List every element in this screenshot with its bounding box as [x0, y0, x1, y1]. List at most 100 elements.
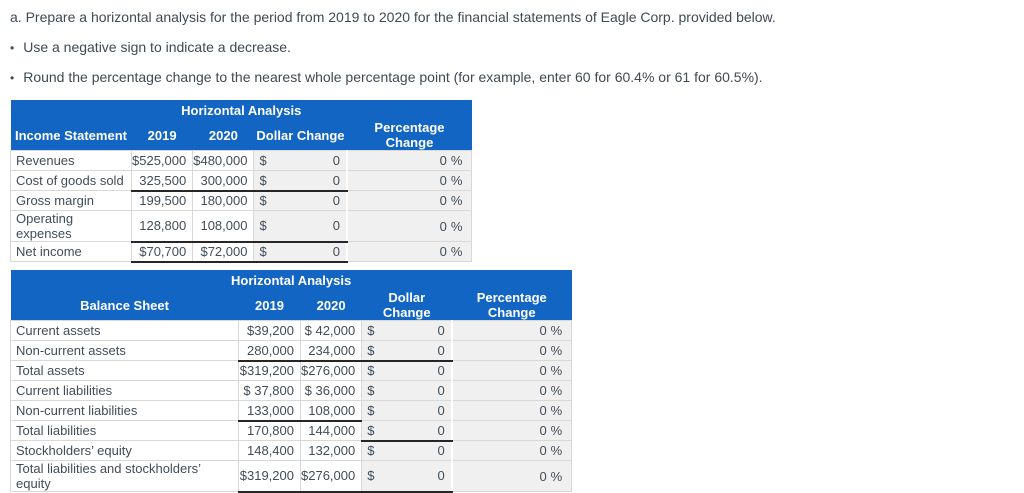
percent-sign: % — [550, 423, 563, 438]
percentage-change-input[interactable]: 0 — [539, 423, 547, 438]
dollar-change-input[interactable]: 0 — [332, 153, 340, 168]
percentage-change-input[interactable]: 0 — [539, 403, 547, 418]
bullet-icon: • — [10, 41, 15, 55]
value-2020: 108,000 — [192, 210, 255, 243]
table-row: Net income $70,700 $72,000 $ 0 0% — [10, 241, 473, 263]
instruction-bullet-text: Use a negative sign to indicate a decrea… — [23, 39, 291, 55]
dollar-change-input[interactable]: 0 — [332, 193, 340, 209]
value-2020: 132,000 — [299, 440, 363, 461]
row-label: Stockholders’ equity — [10, 440, 239, 461]
value-2020: $276,000 — [299, 460, 363, 493]
dollar-change-input[interactable]: 0 — [437, 468, 445, 484]
dollar-change-input[interactable]: 0 — [437, 342, 445, 358]
table-row: Non-current liabilities 133,000 108,000 … — [10, 400, 573, 422]
percent-sign: % — [450, 193, 463, 208]
dollar-change-input[interactable]: 0 — [437, 383, 445, 398]
dollar-change-input[interactable]: 0 — [332, 244, 340, 259]
table-row: Operating expenses 128,800 108,000 $ 0 0… — [10, 210, 473, 243]
percent-sign: % — [450, 173, 463, 188]
dollar-change-input[interactable]: 0 — [437, 422, 445, 438]
row-label: Total assets — [10, 360, 239, 381]
percentage-change-input[interactable]: 0 — [439, 173, 447, 188]
dollar-sign: $ — [259, 153, 267, 168]
percent-sign: % — [450, 153, 463, 168]
dollar-change-input[interactable]: 0 — [437, 363, 445, 379]
table-row: Revenues $525,000 $480,000 $ 0 0% — [10, 150, 473, 171]
percent-sign: % — [550, 443, 563, 458]
dollar-sign: $ — [367, 323, 375, 338]
table-header-row: Balance Sheet 2019 2020 Dollar Change Pe… — [10, 290, 572, 321]
value-2019: 128,800 — [130, 210, 194, 243]
dollar-sign: $ — [367, 383, 375, 398]
dollar-change-input[interactable]: 0 — [437, 403, 445, 418]
row-label: Net income — [10, 241, 132, 262]
percent-sign: % — [450, 244, 463, 259]
percentage-change-input[interactable]: 0 — [539, 468, 547, 484]
dollar-sign: $ — [367, 403, 375, 418]
row-label: Non-current liabilities — [10, 400, 239, 421]
dollar-change-input[interactable]: 0 — [332, 218, 340, 234]
dollar-change-input[interactable]: 0 — [437, 443, 445, 459]
dollar-sign: $ — [259, 172, 267, 188]
value-2019: 199,500 — [130, 190, 194, 211]
table-banner: Horizontal Analysis — [10, 270, 572, 290]
table-row: Total assets $319,200 $276,000 $ 0 0% — [10, 360, 573, 381]
column-header-percentage-change: Percentage Change — [346, 120, 472, 151]
value-2019: 325,500 — [130, 170, 194, 192]
bullet-icon: • — [10, 71, 15, 85]
value-2019: $525,000 — [130, 150, 194, 171]
percentage-change-input[interactable]: 0 — [539, 363, 547, 378]
percentage-change-input[interactable]: 0 — [439, 244, 447, 259]
column-header-dollar-change: Dollar Change — [253, 120, 347, 151]
column-header-2020: 2020 — [192, 120, 254, 151]
percentage-change-input[interactable]: 0 — [539, 383, 547, 398]
table-banner: Horizontal Analysis — [10, 100, 472, 120]
value-2019: 133,000 — [238, 400, 301, 422]
income-statement-table: Horizontal Analysis Income Statement 201… — [10, 100, 473, 263]
dollar-sign: $ — [367, 468, 375, 484]
row-label: Current liabilities — [10, 380, 239, 401]
instruction-bullet: • Use a negative sign to indicate a decr… — [10, 39, 291, 55]
value-2020: $ 42,000 — [299, 320, 363, 341]
value-2019: $39,200 — [238, 320, 301, 341]
value-2019: $319,200 — [238, 360, 301, 381]
value-2020: $480,000 — [192, 150, 255, 171]
task-instruction: a. Prepare a horizontal analysis for the… — [10, 9, 776, 25]
value-2020: $276,000 — [299, 360, 363, 381]
table-banner-row: Horizontal Analysis — [10, 270, 572, 290]
dollar-change-input[interactable]: 0 — [437, 323, 445, 338]
dollar-sign: $ — [367, 342, 375, 358]
table-banner-row: Horizontal Analysis — [10, 100, 472, 120]
dollar-sign: $ — [259, 218, 267, 234]
percentage-change-input[interactable]: 0 — [439, 193, 447, 208]
percent-sign: % — [550, 468, 563, 484]
percentage-change-input[interactable]: 0 — [539, 343, 547, 358]
row-label: Cost of goods sold — [10, 170, 132, 191]
row-label: Current assets — [10, 320, 239, 341]
column-header-2019: 2019 — [131, 120, 193, 151]
dollar-sign: $ — [259, 244, 267, 259]
instruction-bullet: • Round the percentage change to the nea… — [10, 69, 763, 85]
value-2019: 170,800 — [238, 420, 301, 441]
column-header-2019: 2019 — [238, 290, 301, 321]
table-row: Total liabilities 170,800 144,000 $ 0 0% — [10, 420, 573, 442]
value-2019: $319,200 — [238, 460, 301, 493]
column-header-dollar-change: Dollar Change — [361, 290, 452, 321]
percent-sign: % — [550, 323, 563, 338]
percentage-change-input[interactable]: 0 — [539, 323, 547, 338]
percentage-change-input[interactable]: 0 — [439, 153, 447, 168]
value-2020: 300,000 — [192, 170, 255, 192]
percentage-change-input[interactable]: 0 — [539, 443, 547, 458]
value-2020: 108,000 — [299, 400, 363, 422]
balance-sheet-table: Horizontal Analysis Balance Sheet 2019 2… — [10, 270, 573, 493]
dollar-change-input[interactable]: 0 — [332, 172, 340, 188]
value-2020: $ 36,000 — [299, 380, 363, 401]
percentage-change-input[interactable]: 0 — [439, 218, 447, 234]
row-label: Revenues — [10, 150, 132, 171]
value-2020: $72,000 — [192, 241, 255, 263]
value-2019: $70,700 — [130, 241, 194, 263]
row-label: Total liabilities — [10, 420, 239, 441]
column-header-2020: 2020 — [300, 290, 362, 321]
table-row: Gross margin 199,500 180,000 $ 0 0% — [10, 190, 473, 211]
table-row: Stockholders’ equity 148,400 132,000 $ 0… — [10, 440, 573, 461]
